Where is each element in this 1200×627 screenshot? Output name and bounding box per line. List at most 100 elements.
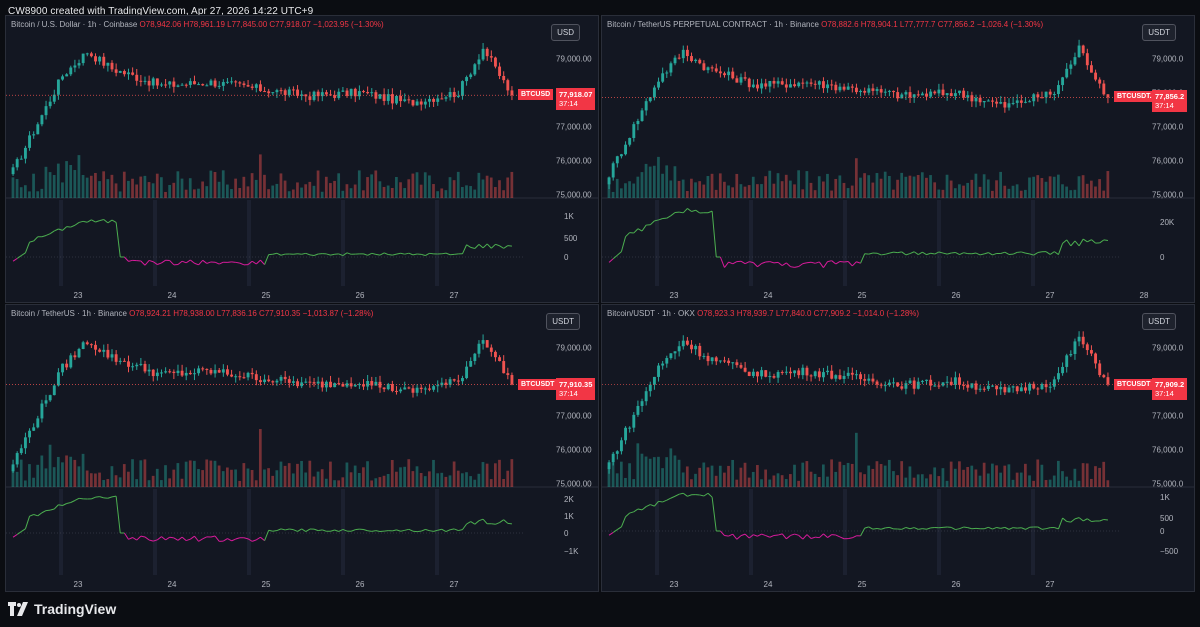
price-axis-tick: 76,000.00 — [556, 157, 592, 166]
volume-bar — [871, 182, 875, 198]
candle-body — [106, 62, 110, 66]
chart-canvas[interactable]: 79,000.00 77,000.00 76,000.00 75,000.00 2K 1K… — [6, 305, 599, 592]
candle-body — [677, 57, 681, 59]
osc-line-segment — [404, 252, 409, 255]
candle-body — [859, 90, 863, 93]
candle-body — [908, 380, 912, 384]
osc-line-segment — [818, 261, 824, 268]
tradingview-branding[interactable]: TradingView — [8, 601, 116, 617]
osc-line-segment — [818, 533, 824, 539]
candle-body — [477, 343, 481, 354]
volume-bar — [995, 180, 998, 198]
volume-bar — [735, 173, 739, 198]
osc-line-segment — [161, 536, 166, 541]
candle-body — [760, 83, 764, 89]
chart-panel-okx[interactable]: 79,000.0 77,000.0 76,000.0 75,000.0 1K 500 0 −5… — [601, 304, 1195, 592]
osc-line-segment — [835, 534, 841, 538]
candle-body — [77, 348, 81, 358]
osc-line-segment — [769, 534, 775, 538]
osc-line-segment — [658, 218, 663, 221]
osc-line-segment — [1070, 518, 1076, 523]
osc-line-segment — [839, 260, 845, 263]
candle-body — [197, 368, 201, 374]
candle-body — [784, 371, 788, 373]
candle-body — [842, 375, 846, 379]
volume-bar — [702, 462, 706, 487]
candle-body — [287, 379, 291, 383]
candle-body — [213, 80, 217, 87]
osc-line-segment — [62, 503, 67, 506]
candle-body — [378, 94, 382, 99]
osc-line-segment — [70, 224, 76, 228]
candle-body — [896, 92, 900, 99]
chart-panel-binance-spot[interactable]: 79,000.00 77,000.00 76,000.00 75,000.00 2K 1K… — [5, 304, 599, 592]
osc-line-segment — [49, 230, 55, 235]
candle-body — [246, 85, 250, 87]
volume-bar — [89, 175, 93, 198]
session-band — [247, 489, 251, 575]
candle-body — [110, 354, 114, 358]
volume-bar — [743, 186, 747, 198]
osc-line-segment — [128, 537, 133, 540]
last-price-value: 77,856.2 — [1155, 92, 1185, 102]
osc-line-segment — [641, 506, 647, 511]
volume-bar — [230, 189, 233, 198]
osc-line-segment — [256, 536, 261, 541]
candle-body — [324, 92, 328, 95]
quote-currency-badge[interactable]: USDT — [1142, 24, 1176, 41]
volume-bar — [789, 180, 792, 198]
candle-body — [1019, 100, 1023, 103]
candle-body — [1090, 350, 1093, 354]
osc-line-segment — [280, 253, 286, 256]
osc-line-segment — [975, 252, 981, 256]
chart-panel-coinbase[interactable]: 79,000.00 77,000.00 76,000.00 75,000.00 1K 50… — [5, 15, 599, 303]
chart-canvas[interactable]: 79,000.0 77,000.0 76,000.0 75,000.0 1K 500 0 −5… — [602, 305, 1195, 592]
volume-bar — [640, 172, 644, 198]
candle-body — [337, 383, 341, 385]
osc-line-segment — [62, 226, 67, 231]
osc-line-segment — [21, 528, 26, 533]
volume-bar — [615, 178, 619, 198]
quote-currency-badge[interactable]: USD — [551, 24, 580, 41]
candle-body — [822, 372, 825, 378]
candle-body — [98, 349, 102, 352]
session-band — [435, 489, 439, 575]
osc-line-segment — [918, 528, 923, 530]
volume-bar — [127, 471, 130, 487]
osc-line-segment — [967, 527, 973, 530]
osc-line-segment — [1074, 240, 1080, 247]
osc-line-segment — [95, 220, 100, 223]
candle-body — [494, 351, 497, 358]
candle-body — [1073, 341, 1077, 354]
osc-line-segment — [959, 526, 964, 530]
osc-line-segment — [637, 228, 643, 232]
candle-body — [624, 144, 627, 155]
candle-body — [263, 91, 267, 93]
volume-bar — [1015, 184, 1019, 198]
quote-currency-badge[interactable]: USDT — [1142, 313, 1176, 330]
volume-bar — [267, 189, 270, 198]
volume-bar — [982, 174, 986, 198]
candle-body — [271, 92, 275, 94]
candle-body — [114, 354, 118, 362]
volume-bar — [390, 459, 394, 487]
chart-panel-binance-perp[interactable]: 79,000.078,000.077,000.076,000.075,000.0… — [601, 15, 1195, 303]
candle-body — [735, 78, 739, 83]
candle-body — [176, 370, 180, 374]
volume-bar — [706, 467, 710, 487]
candle-body — [143, 80, 147, 82]
candle-body — [291, 381, 295, 383]
osc-line-segment — [786, 535, 791, 540]
volume-bar — [341, 190, 345, 198]
volume-bar — [205, 459, 209, 487]
last-price-value: 77,918.07 — [559, 90, 593, 100]
volume-bar — [875, 461, 879, 487]
quote-currency-badge[interactable]: USDT — [546, 313, 580, 330]
chart-canvas[interactable]: 79,000.078,000.077,000.076,000.075,000.0… — [602, 16, 1195, 303]
volume-bar — [452, 180, 456, 198]
osc-line-segment — [388, 254, 393, 256]
chart-canvas[interactable]: 79,000.00 77,000.00 76,000.00 75,000.00 1K 50… — [6, 16, 599, 303]
candle-body — [287, 89, 291, 95]
candle-body — [871, 378, 875, 382]
volume-bar — [102, 171, 106, 198]
